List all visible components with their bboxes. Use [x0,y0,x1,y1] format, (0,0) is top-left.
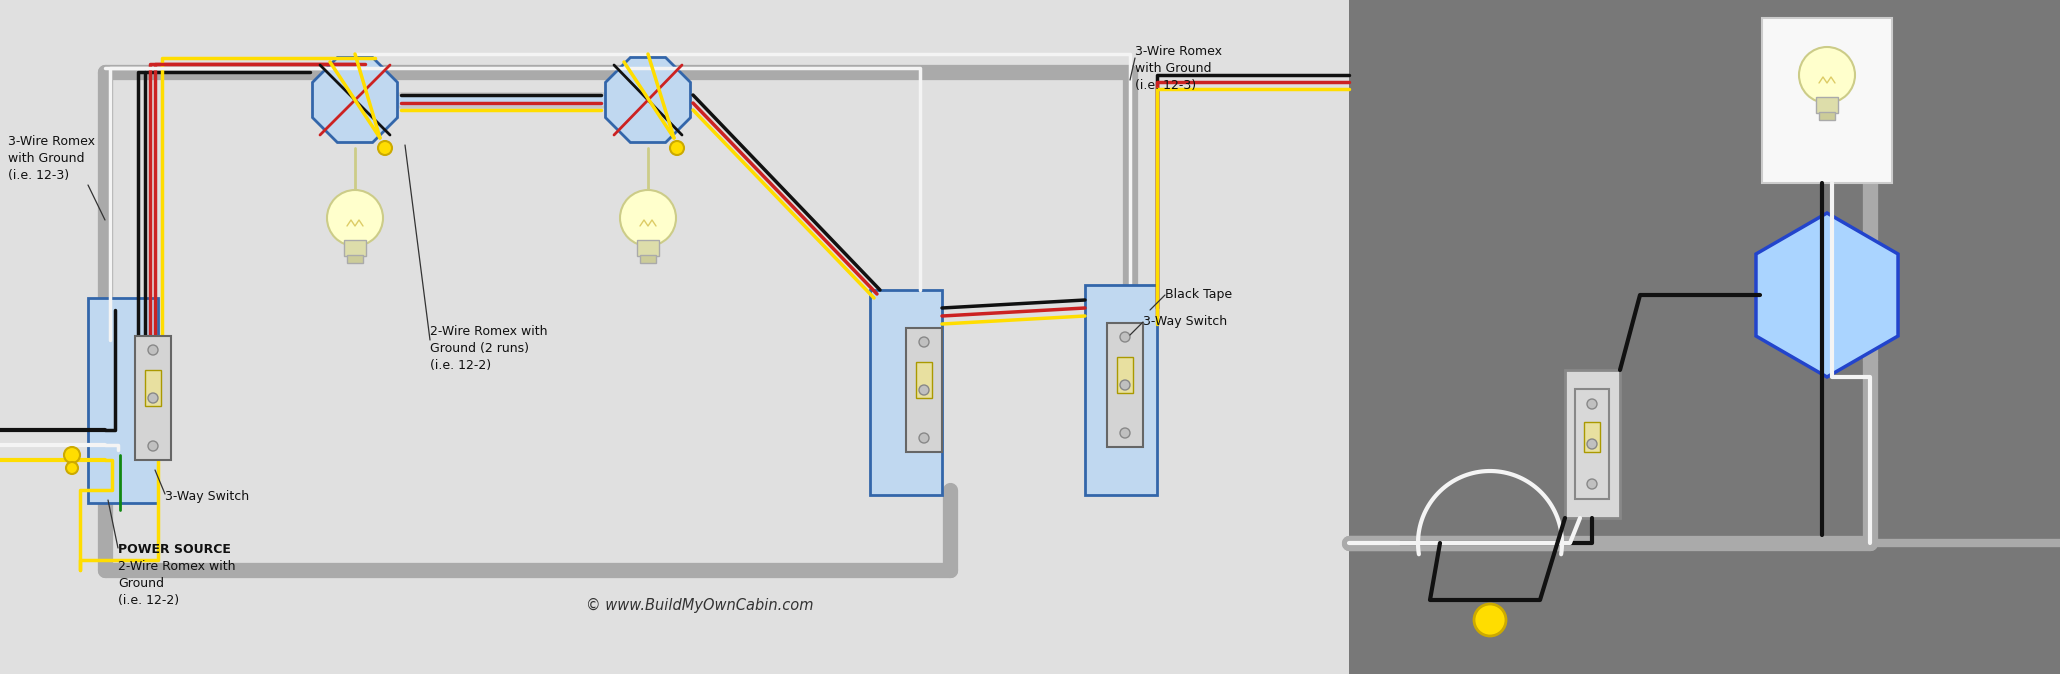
Circle shape [670,141,684,155]
Text: 3-Way Switch: 3-Way Switch [1143,315,1228,328]
Circle shape [1121,428,1131,438]
Circle shape [148,441,159,451]
Polygon shape [1755,213,1897,377]
Bar [1576,389,1609,499]
Bar [136,336,171,460]
Circle shape [148,393,159,403]
Circle shape [328,190,383,246]
Text: 2-Wire Romex with
Ground (2 runs)
(i.e. 12-2): 2-Wire Romex with Ground (2 runs) (i.e. … [431,325,548,372]
Bar [917,362,931,398]
Bar [1819,112,1835,120]
Bar [344,240,367,256]
Circle shape [620,190,676,246]
Text: Black Tape: Black Tape [1166,288,1232,301]
Text: 3-Way Switch: 3-Way Switch [165,490,249,503]
Circle shape [1475,604,1506,636]
Circle shape [148,345,159,355]
Text: 3-Wire Romex
with Ground
(i.e. 12-3): 3-Wire Romex with Ground (i.e. 12-3) [1135,45,1222,92]
Text: 2-Wire Romex with
Ground
(i.e. 12-2): 2-Wire Romex with Ground (i.e. 12-2) [117,560,235,607]
Circle shape [66,462,78,474]
Bar [1584,422,1601,452]
Circle shape [1121,380,1131,390]
Circle shape [919,433,929,443]
Circle shape [1798,47,1854,103]
Bar [869,290,941,495]
Circle shape [1586,439,1596,449]
Circle shape [64,447,80,463]
Bar [144,370,161,406]
Circle shape [919,385,929,395]
Bar [637,240,659,256]
Bar [1349,0,2060,674]
Circle shape [919,337,929,347]
Bar [641,255,655,263]
Polygon shape [606,57,690,142]
Bar [1566,370,1619,518]
Circle shape [1586,399,1596,409]
Polygon shape [313,57,398,142]
Bar [906,328,941,452]
Bar [1817,97,1838,113]
Text: © www.BuildMyOwnCabin.com: © www.BuildMyOwnCabin.com [587,598,814,613]
Circle shape [1121,332,1131,342]
Bar [1086,285,1158,495]
Bar [1106,323,1143,447]
Bar [89,298,159,503]
Text: 3-Wire Romex
with Ground
(i.e. 12-3): 3-Wire Romex with Ground (i.e. 12-3) [8,135,95,182]
Circle shape [377,141,391,155]
Circle shape [1586,479,1596,489]
Bar [1761,18,1891,183]
Bar [346,255,363,263]
Text: POWER SOURCE: POWER SOURCE [117,543,231,556]
Bar [1117,357,1133,393]
Bar [0,0,1349,674]
